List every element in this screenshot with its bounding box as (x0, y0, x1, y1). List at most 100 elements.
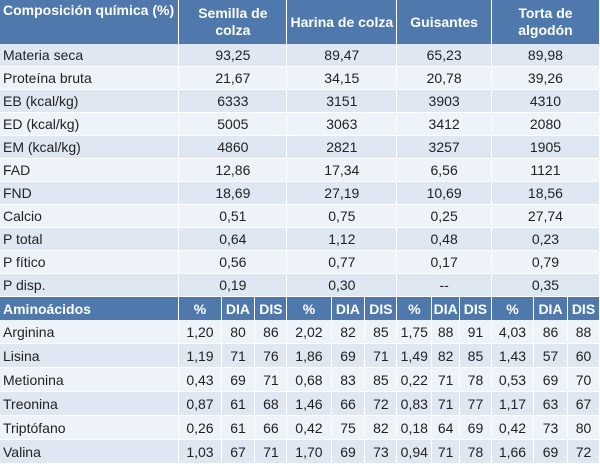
table-cell: 71 (221, 343, 256, 368)
row-label: EM (kcal/kg) (0, 135, 180, 159)
table-cell: 3257 (396, 135, 492, 159)
column-header-harina-de-colza: Harina de colza (286, 0, 398, 44)
amino-subheader: DIA (431, 296, 461, 320)
table-cell: 1,17 (491, 391, 535, 416)
composition-header: Composición química (%) (0, 0, 180, 44)
table-row: Arginina 1,20 80 86 2,02 82 85 1,75 88 91 4,03 86 88 (0, 320, 600, 344)
table-cell: 69 (221, 367, 256, 392)
row-label: Valina (0, 439, 180, 464)
table-cell: 73 (364, 439, 398, 464)
table-cell: 1,12 (286, 227, 398, 251)
table-cell: 1,86 (286, 343, 332, 368)
amino-subheader: DIS (254, 296, 288, 320)
table-cell: 0,56 (178, 250, 288, 274)
table-cell: 63 (533, 391, 568, 416)
amino-subheader: % (286, 296, 332, 320)
table-cell: 85 (364, 320, 398, 344)
table-cell: 0,23 (491, 227, 600, 251)
table-cell: 0,77 (286, 250, 398, 274)
row-label: FAD (0, 158, 180, 182)
table-cell: 34,15 (286, 66, 398, 90)
row-label: Proteína bruta (0, 66, 180, 90)
table-cell: 82 (431, 343, 461, 368)
table-cell: 1,03 (178, 439, 222, 464)
table-cell: 71 (431, 439, 461, 464)
table-cell: 0,35 (491, 273, 600, 297)
table-cell: 1,46 (286, 391, 332, 416)
table-cell: 85 (364, 367, 398, 392)
table-cell: 0,22 (396, 367, 433, 392)
column-header-semilla-de-colza: Semilla de colza (178, 0, 288, 44)
table-cell: 73 (533, 415, 568, 440)
table-cell: 12,86 (178, 158, 288, 182)
table-cell: 88 (567, 320, 600, 344)
table-cell: -- (396, 273, 492, 297)
table-cell: 1,43 (491, 343, 535, 368)
table-cell: 1121 (491, 158, 600, 182)
row-label: P fítico (0, 250, 180, 274)
table-row: Treonina 0,87 61 68 1,46 66 72 0,83 71 77 1,17 63 67 (0, 391, 600, 416)
amino-subheader: % (491, 296, 535, 320)
table-cell: 2821 (286, 135, 398, 159)
table-cell: 0,48 (396, 227, 492, 251)
table-cell: 69 (533, 367, 568, 392)
amino-subheader: DIA (533, 296, 568, 320)
table-cell: 71 (364, 343, 398, 368)
table-cell: 0,17 (396, 250, 492, 274)
table-cell: 66 (331, 391, 366, 416)
table-row: P fítico 0,56 0,77 0,17 0,79 (0, 250, 600, 274)
table-cell: 78 (459, 367, 492, 392)
row-label: Calcio (0, 204, 180, 228)
amino-subheader: DIS (459, 296, 492, 320)
table-cell: 0,64 (178, 227, 288, 251)
amino-body: Arginina 1,20 80 86 2,02 82 85 1,75 88 91 4,03 86 88… (0, 320, 600, 464)
row-label: Triptófano (0, 415, 180, 440)
table-cell: 17,34 (286, 158, 398, 182)
table-cell: 0,43 (178, 367, 222, 392)
row-label: ED (kcal/kg) (0, 112, 180, 136)
row-label: EB (kcal/kg) (0, 89, 180, 113)
table-cell: 69 (459, 415, 492, 440)
table-cell: 66 (254, 415, 288, 440)
table-cell: 80 (567, 415, 600, 440)
table-cell: 78 (459, 439, 492, 464)
table-cell: 69 (533, 439, 568, 464)
table-cell: 6333 (178, 89, 288, 113)
table-cell: 64 (431, 415, 461, 440)
table-row: Calcio 0,51 0,75 0,25 27,74 (0, 204, 600, 228)
table-cell: 80 (221, 320, 256, 344)
table-row: Materia seca 93,25 89,47 65,23 89,98 (0, 44, 600, 67)
row-label: Arginina (0, 320, 180, 344)
table-cell: 27,19 (286, 181, 398, 205)
table-cell: 3412 (396, 112, 492, 136)
table-cell: 0,94 (396, 439, 433, 464)
table-row: FND 18,69 27,19 10,69 18,56 (0, 181, 600, 205)
table-cell: 67 (567, 391, 600, 416)
table-cell: 0,25 (396, 204, 492, 228)
header-row: Composición química (%) Semilla de colza… (0, 0, 600, 44)
table-row: ED (kcal/kg) 5005 3063 3412 2080 (0, 112, 600, 136)
table-cell: 61 (221, 391, 256, 416)
table-cell: 4,03 (491, 320, 535, 344)
table-cell: 83 (331, 367, 366, 392)
table-cell: 71 (254, 439, 288, 464)
table-cell: 65,23 (396, 44, 492, 67)
table-cell: 85 (459, 343, 492, 368)
table-cell: 86 (533, 320, 568, 344)
table-cell: 69 (331, 439, 366, 464)
amino-subheader: % (396, 296, 433, 320)
table-cell: 0,87 (178, 391, 222, 416)
composition-body: Materia seca 93,25 89,47 65,23 89,98 Proteína… (0, 44, 600, 297)
table-cell: 0,53 (491, 367, 535, 392)
table-cell: 5005 (178, 112, 288, 136)
table-cell: 1,49 (396, 343, 433, 368)
row-label: Metionina (0, 367, 180, 392)
amino-subheader: DIS (364, 296, 398, 320)
row-label: Materia seca (0, 44, 180, 67)
table-cell: 71 (431, 391, 461, 416)
table-cell: 89,47 (286, 44, 398, 67)
amino-header-label: Aminoácidos (0, 296, 180, 320)
table-cell: 3063 (286, 112, 398, 136)
table-cell: 72 (364, 391, 398, 416)
